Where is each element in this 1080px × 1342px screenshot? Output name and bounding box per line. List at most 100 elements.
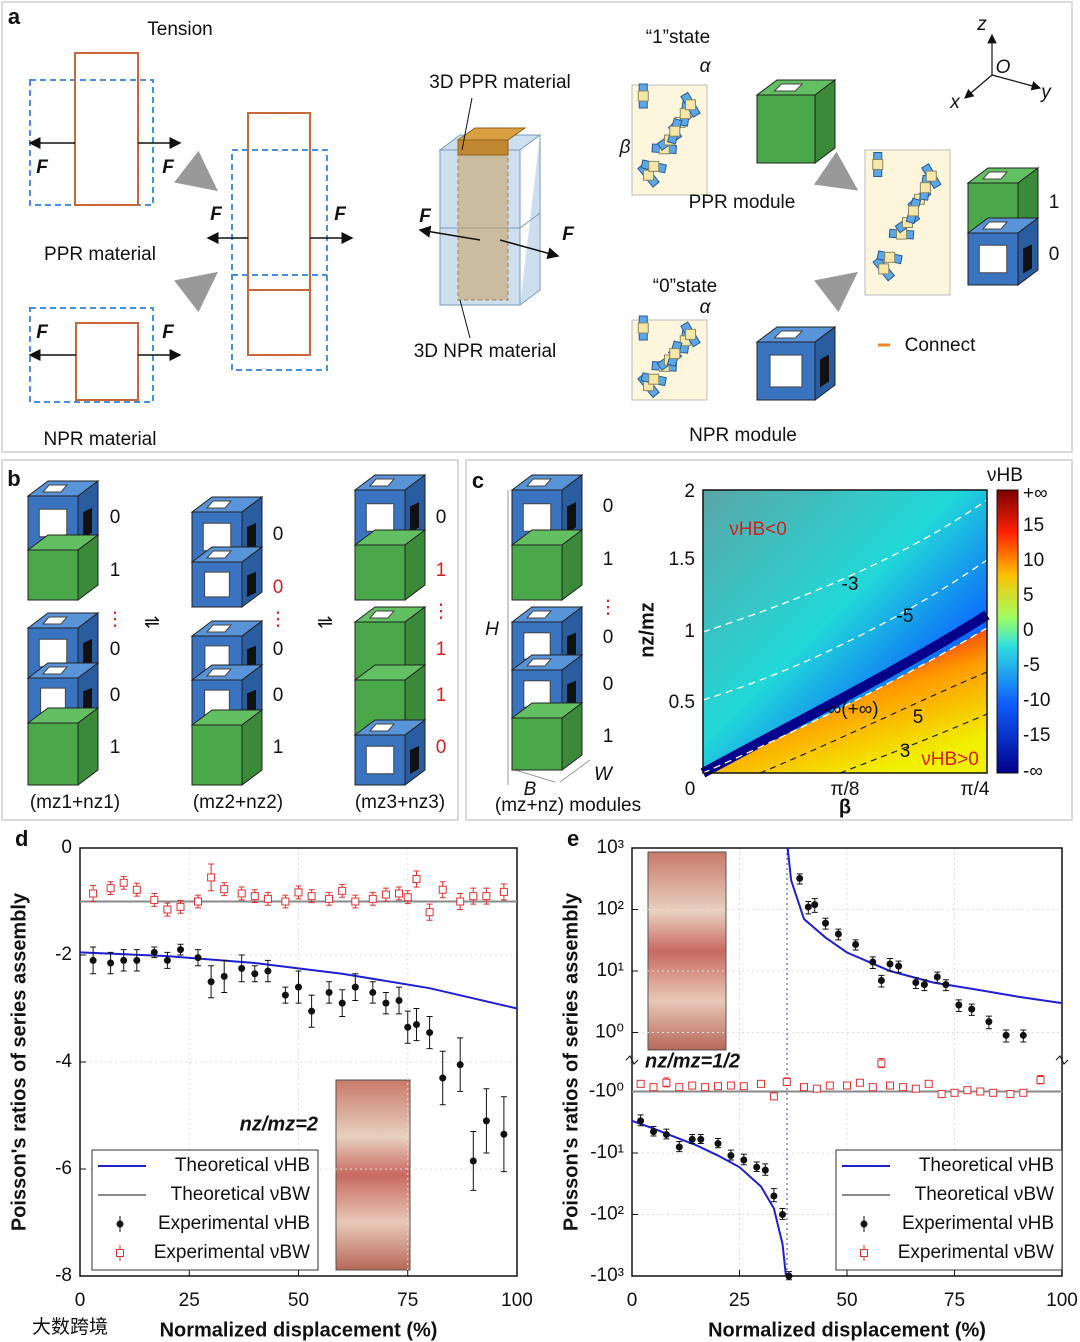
- cube-side: [814, 79, 836, 164]
- label: “1”state: [646, 27, 710, 48]
- label: π/4: [961, 779, 990, 800]
- side-window: [410, 746, 419, 774]
- y-tick-label: -8: [55, 1265, 72, 1286]
- data-point: [251, 970, 259, 978]
- top-square: [368, 723, 396, 732]
- data-point: [662, 1078, 671, 1087]
- label: b: [7, 466, 20, 491]
- lattice: [631, 315, 708, 401]
- legend-label: Experimental νHB: [902, 1213, 1054, 1234]
- panel-frames: [1, 1, 1073, 821]
- side-window: [83, 507, 92, 539]
- label: 1.5: [669, 549, 695, 570]
- data-point: [782, 1077, 791, 1086]
- label: β: [839, 796, 851, 818]
- data-point: [426, 1029, 434, 1037]
- node: [907, 205, 919, 217]
- panel-a-shapes: [28, 33, 1042, 403]
- data-point: [649, 1083, 658, 1092]
- label: nz/mz: [636, 602, 658, 658]
- data-point: [937, 1090, 946, 1099]
- data-point: [351, 983, 359, 991]
- data-point: [770, 1192, 778, 1200]
- face-square: [769, 354, 803, 388]
- node: [648, 373, 660, 385]
- data-point: [855, 1078, 864, 1087]
- x-tick-label: 75: [944, 1290, 965, 1311]
- data-point: [177, 946, 185, 954]
- data-point: [976, 1087, 985, 1096]
- legend-label: Theoretical νHB: [919, 1155, 1054, 1176]
- face-square: [38, 508, 68, 538]
- data-point: [220, 885, 229, 894]
- data-point: [963, 1086, 972, 1095]
- data-point: [877, 1059, 886, 1068]
- node: [669, 348, 681, 360]
- contour-line: [702, 499, 988, 633]
- label: 1: [436, 685, 447, 706]
- top-square: [205, 500, 233, 509]
- force-arrow: [418, 225, 481, 241]
- data-point: [834, 930, 842, 938]
- label: -3: [842, 574, 859, 595]
- data-point: [456, 1061, 464, 1069]
- label: νHB: [987, 465, 1023, 486]
- label: F: [162, 322, 175, 343]
- data-point: [898, 1083, 907, 1092]
- cube-front: [354, 544, 406, 601]
- x-axis-label: Normalized displacement (%): [160, 1319, 438, 1341]
- top-square: [205, 668, 233, 677]
- label: α: [700, 297, 712, 318]
- label: 0: [436, 507, 447, 528]
- data-point: [281, 897, 290, 906]
- y-tick-label: -10¹: [590, 1142, 624, 1163]
- label: (mz1+nz1): [30, 792, 120, 813]
- cube-front: [191, 724, 243, 786]
- data-point: [779, 1211, 786, 1218]
- y-tick-label: -2: [55, 944, 72, 965]
- top-square: [773, 330, 804, 339]
- data-point: [868, 1083, 877, 1092]
- label: 10: [1023, 550, 1044, 571]
- data-point: [395, 889, 404, 898]
- label: 1: [110, 560, 121, 581]
- data-point: [250, 892, 259, 901]
- leader: [459, 299, 471, 339]
- top-square: [41, 484, 69, 493]
- data-point: [193, 897, 202, 906]
- side-window: [83, 639, 92, 667]
- node: [637, 322, 649, 334]
- photo-inset: [647, 851, 727, 1051]
- data-point: [675, 1083, 684, 1092]
- side-window: [1023, 244, 1032, 274]
- label: B: [524, 779, 537, 800]
- data-point: [800, 1083, 808, 1092]
- top-square: [41, 666, 69, 675]
- side-window: [247, 523, 256, 551]
- data-point: [438, 885, 447, 894]
- label: ⋮: [269, 609, 288, 630]
- npr-module: [510, 654, 584, 719]
- data-point: [469, 1157, 477, 1165]
- data-point: [106, 884, 115, 893]
- label: 0: [273, 639, 284, 660]
- label: x: [949, 92, 961, 113]
- data-point: [307, 892, 316, 901]
- side-window: [247, 645, 256, 671]
- width-arrow: [559, 759, 591, 783]
- cube-side: [404, 529, 426, 601]
- legend-key: [116, 1220, 124, 1228]
- contour-line: [839, 713, 988, 774]
- contour-band: [700, 610, 990, 778]
- inner-core: [457, 151, 509, 301]
- breadth-arrow: [514, 769, 556, 783]
- data-point: [263, 894, 272, 903]
- data-point: [911, 1084, 920, 1093]
- ppr-shape: [74, 52, 139, 206]
- label: ⇌: [144, 612, 160, 633]
- label: y: [1039, 82, 1052, 103]
- data-point: [812, 1084, 821, 1093]
- label: 0: [110, 639, 121, 660]
- node: [925, 170, 937, 182]
- dashed-outline: [231, 149, 328, 371]
